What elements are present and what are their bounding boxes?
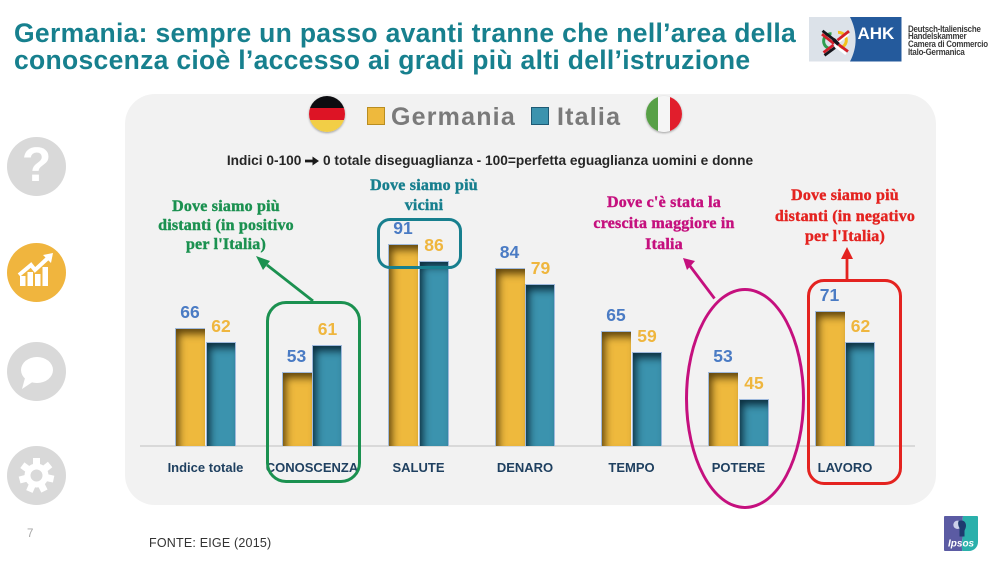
svg-text:AHK: AHK <box>858 24 896 43</box>
svg-text:Ipsos: Ipsos <box>948 539 975 550</box>
